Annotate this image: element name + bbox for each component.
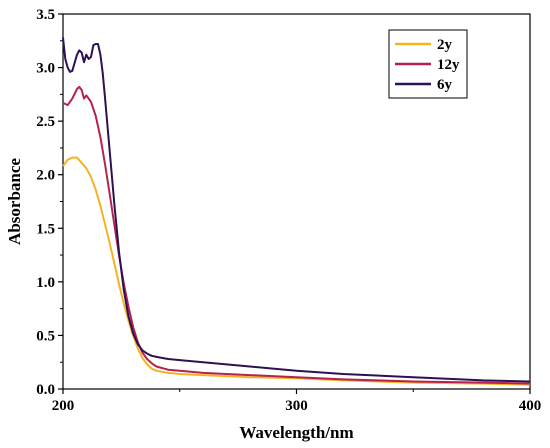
y-tick-label: 3.5	[36, 7, 55, 23]
x-tick-label: 400	[519, 398, 542, 414]
legend-label-12y: 12y	[437, 57, 460, 73]
series-line-2y	[62, 156, 531, 386]
y-tick-label: 0.5	[36, 328, 55, 344]
legend-label-2y: 2y	[437, 37, 453, 53]
x-tick-label: 300	[285, 398, 308, 414]
y-tick-label: 1.0	[36, 275, 55, 291]
legend-label-6y: 6y	[437, 77, 453, 93]
x-axis-title: Wavelength/nm	[239, 423, 353, 442]
y-tick-label: 2.0	[36, 168, 55, 184]
y-tick-label: 2.5	[36, 114, 55, 130]
y-axis-title: Absorbance	[5, 158, 24, 245]
series-line-12y	[62, 85, 531, 385]
x-tick-label: 200	[52, 398, 75, 414]
y-tick-label: 1.5	[36, 221, 55, 237]
y-tick-label: 0.0	[36, 382, 55, 398]
series-line-6y	[62, 37, 531, 383]
y-tick-label: 3.0	[36, 61, 55, 77]
